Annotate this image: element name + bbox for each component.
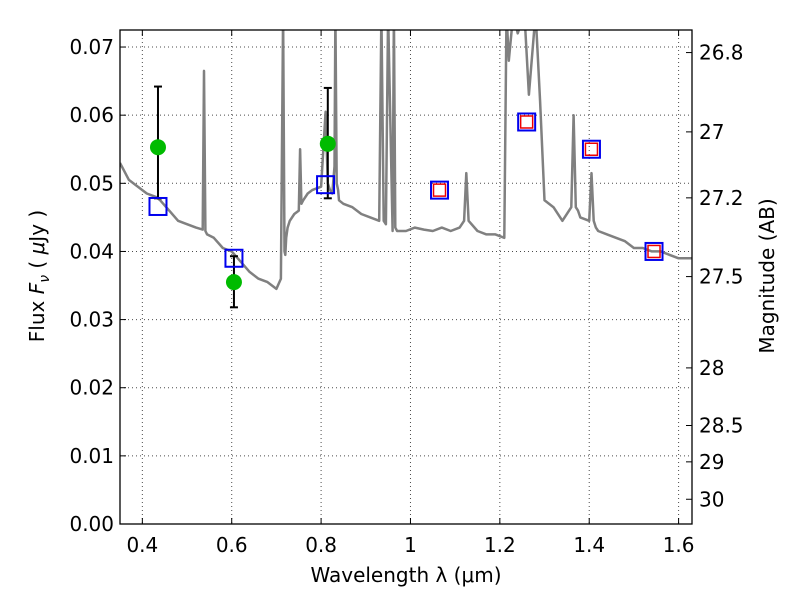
x-tick-label: 1.2: [484, 533, 516, 557]
y-tick-label: 0.03: [69, 308, 114, 332]
model-photometry-point: [644, 241, 664, 261]
observed-point: [149, 139, 166, 156]
spectrum-line: [120, 30, 692, 291]
model-photometry-point: [430, 180, 450, 200]
model-photometry-point: [517, 112, 537, 132]
y-tick-label: 0.04: [69, 239, 114, 263]
right-tick-label: 30: [699, 487, 724, 511]
predicted-point: [432, 183, 447, 197]
y-axis-label: Flux Fν ( μJy ): [25, 210, 53, 342]
x-tick-label: 0.8: [305, 533, 337, 557]
y-tick-label: 0.07: [69, 35, 114, 59]
y-tick-label: 0.05: [69, 171, 114, 195]
right-tick-label: 26.8: [699, 41, 744, 65]
right-tick-label: 28.5: [699, 414, 744, 438]
x-axis-ticks: 0.4 0.6 0.8 1 1.2 1.4 1.6: [126, 30, 695, 557]
right-tick-label: 27.2: [699, 186, 744, 210]
x-tick-label: 0.6: [216, 533, 248, 557]
grid: [120, 30, 692, 525]
y-tick-label: 0.01: [69, 444, 114, 468]
y-tick-label: 0.00: [69, 512, 114, 536]
y-tick-label: 0.02: [69, 376, 114, 400]
y-axis-ticks: 0.00 0.01 0.02 0.03 0.04 0.05 0.06 0.07: [69, 35, 126, 536]
right-tick-label: 29: [699, 450, 724, 474]
right-tick-label: 27: [699, 120, 724, 144]
x-tick-label: 0.4: [126, 533, 158, 557]
model-photometry-point: [581, 139, 601, 159]
x-axis-label: Wavelength λ (μm): [310, 563, 501, 587]
right-tick-label: 27.5: [699, 265, 744, 289]
model-photometry-point: [224, 248, 244, 268]
model-spectrum: [120, 30, 692, 291]
x-tick-label: 1: [404, 533, 417, 557]
observed-point: [319, 135, 336, 152]
observed-point: [225, 274, 242, 291]
markers: [148, 112, 664, 291]
x-tick-label: 1.4: [573, 533, 605, 557]
right-tick-label: 28: [699, 356, 724, 380]
y-tick-label: 0.06: [69, 103, 114, 127]
plot-frame: [119, 29, 693, 525]
right-axis-label: Magnitude (AB): [755, 198, 779, 353]
x-tick-label: 1.6: [663, 533, 695, 557]
predicted-point: [584, 142, 599, 156]
model-photometry-point: [316, 175, 336, 195]
model-photometry-point: [148, 196, 168, 216]
right-axis-ticks: 26.8 27 27.2 27.5 28 28.5 29 30: [686, 41, 744, 511]
predicted-point: [647, 244, 661, 259]
predicted-point: [519, 115, 534, 129]
